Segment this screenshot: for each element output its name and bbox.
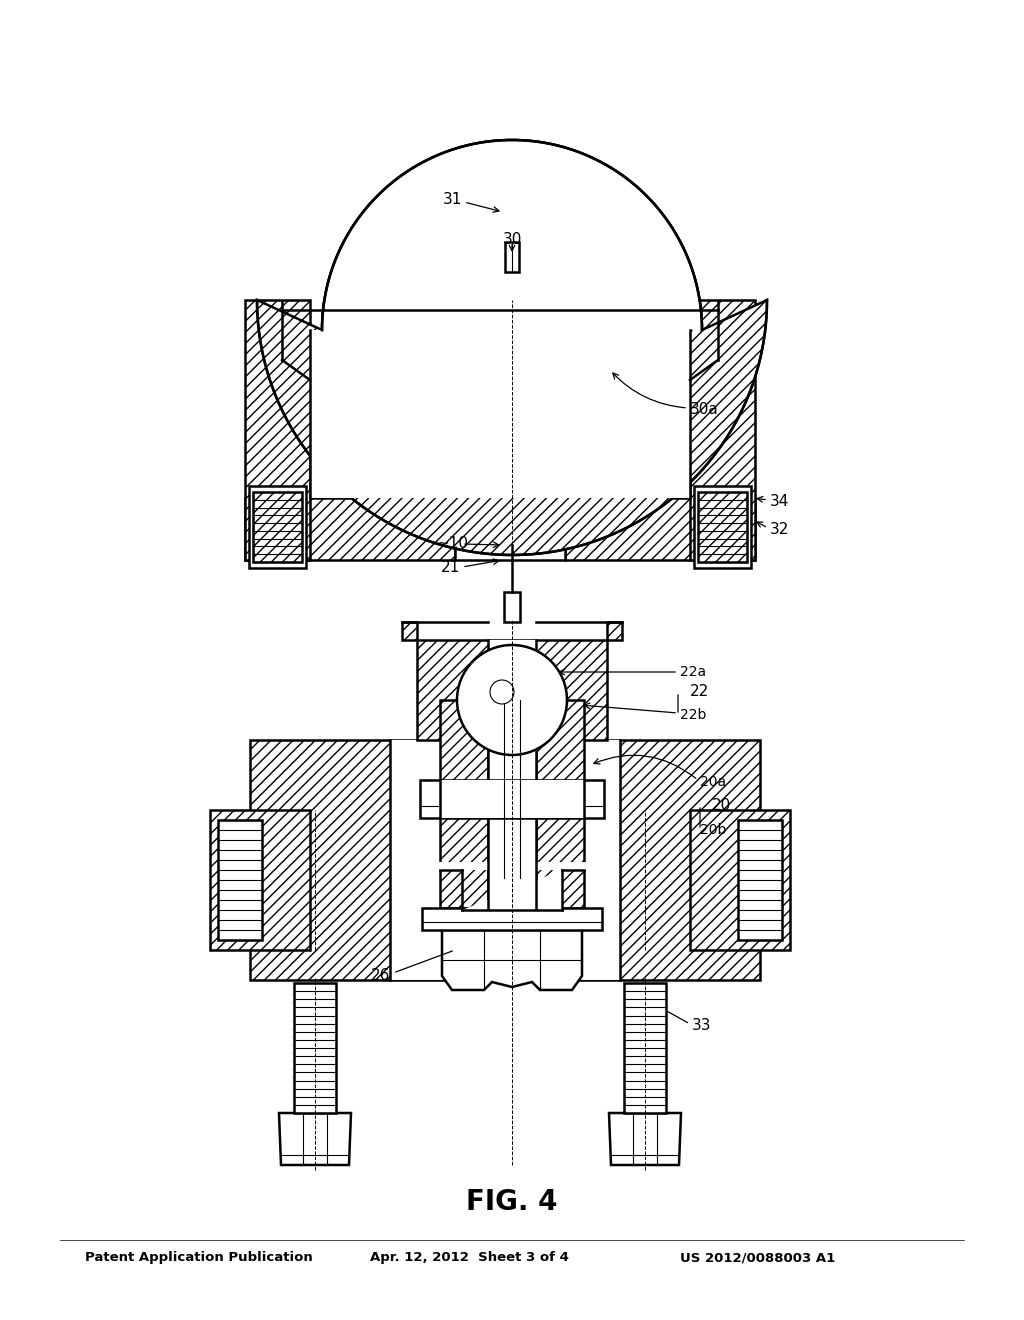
Bar [698,492,746,562]
Polygon shape [245,498,455,560]
Text: 34: 34 [770,495,790,510]
Bar [624,983,666,1113]
Text: ~10: ~10 [436,536,468,552]
Polygon shape [609,1113,681,1166]
Circle shape [490,680,514,704]
Polygon shape [417,640,607,741]
Text: 20: 20 [712,797,731,813]
Text: 31: 31 [442,193,462,207]
Bar [505,242,519,272]
Bar [253,492,302,562]
Text: US 2012/0088003 A1: US 2012/0088003 A1 [680,1251,836,1265]
Text: 22b: 22b [680,708,707,722]
Polygon shape [310,140,702,498]
Text: 30a: 30a [690,403,719,417]
Text: 33: 33 [692,1018,712,1032]
Polygon shape [536,700,584,908]
Text: Patent Application Publication: Patent Application Publication [85,1251,312,1265]
Bar [455,498,565,560]
Polygon shape [250,741,760,979]
Polygon shape [440,700,488,908]
Text: 30: 30 [503,232,521,248]
Polygon shape [690,810,790,950]
Polygon shape [565,498,755,560]
Polygon shape [245,300,310,560]
Bar [738,820,782,940]
Bar [488,700,536,908]
Text: 26: 26 [371,968,390,982]
Polygon shape [438,862,586,909]
Text: 20a: 20a [700,775,726,789]
Text: Apr. 12, 2012  Sheet 3 of 4: Apr. 12, 2012 Sheet 3 of 4 [370,1251,569,1265]
Polygon shape [279,1113,351,1166]
Bar [422,908,602,931]
Polygon shape [690,300,755,560]
Text: 32: 32 [770,523,790,537]
Polygon shape [442,931,582,990]
Bar [694,486,751,568]
Bar [504,591,520,622]
Circle shape [457,645,567,755]
Polygon shape [257,140,767,554]
Polygon shape [402,622,417,640]
Polygon shape [310,140,702,498]
Text: 21: 21 [440,561,460,576]
Bar [440,780,584,818]
Bar [218,820,262,940]
Text: 22a: 22a [680,665,707,678]
Bar [249,486,306,568]
Polygon shape [210,810,310,950]
Text: FIG. 4: FIG. 4 [466,1188,558,1216]
Polygon shape [607,622,622,640]
Text: 22: 22 [690,685,710,700]
Polygon shape [390,741,620,979]
Text: 20b: 20b [700,822,726,837]
Bar [294,983,336,1113]
Bar [488,640,536,741]
Polygon shape [420,780,604,818]
